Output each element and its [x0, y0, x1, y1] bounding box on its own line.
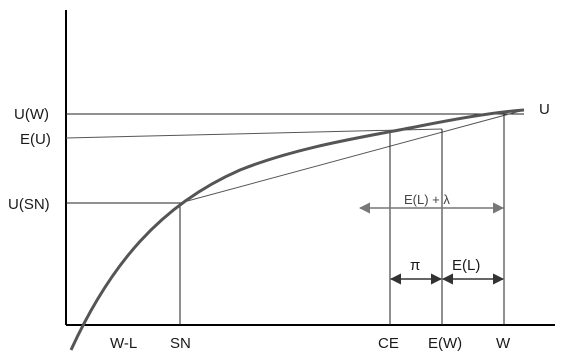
- x-label-ew: E(W): [428, 335, 462, 352]
- y-label-uw: U(W): [14, 106, 49, 123]
- x-label-w: W: [496, 335, 511, 352]
- chord-line: [179, 109, 525, 204]
- utility-curve: [69, 108, 525, 351]
- y-label-eu: E(U): [20, 131, 51, 148]
- y-label-usn: U(SN): [8, 196, 50, 213]
- curve-label-u: U: [539, 101, 550, 118]
- x-label-sn: SN: [170, 335, 191, 352]
- x-label-wl: W-L: [110, 335, 137, 352]
- label-pi: π: [410, 257, 420, 274]
- eu-hline: [65, 128, 443, 139]
- x-label-ce: CE: [378, 335, 399, 352]
- label-el: E(L): [452, 257, 480, 274]
- label-el-lambda: E(L) + λ: [404, 192, 450, 207]
